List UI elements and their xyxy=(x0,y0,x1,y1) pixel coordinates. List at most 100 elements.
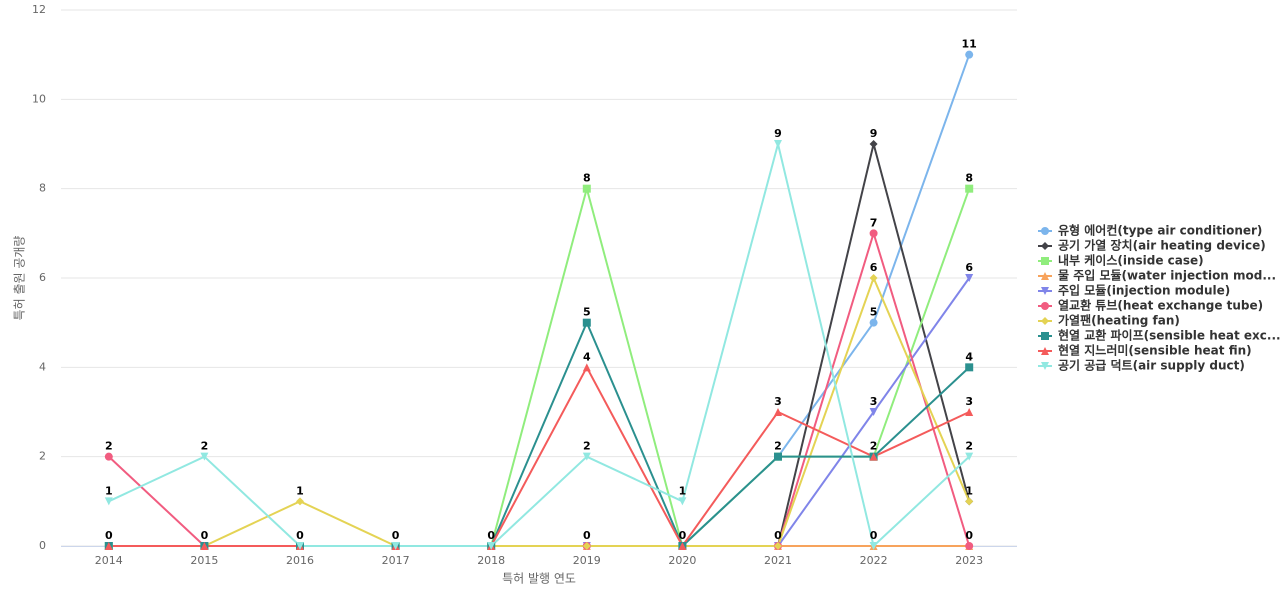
data-label: 0 xyxy=(487,529,495,542)
x-tick-label: 2021 xyxy=(764,554,792,567)
legend-label[interactable]: 현열 교환 파이프(sensible heat exc... xyxy=(1058,328,1280,343)
legend-label[interactable]: 현열 지느러미(sensible heat fin) xyxy=(1058,343,1252,358)
data-label: 2 xyxy=(105,440,113,453)
point xyxy=(391,542,400,550)
x-tick-label: 2020 xyxy=(668,554,696,567)
point xyxy=(678,542,687,550)
legend-marker xyxy=(1041,332,1049,340)
point xyxy=(200,452,209,461)
x-tick-label: 2017 xyxy=(382,554,410,567)
point xyxy=(678,497,687,506)
point xyxy=(965,274,974,282)
data-label: 6 xyxy=(870,261,878,274)
legend-label[interactable]: 내부 케이스(inside case) xyxy=(1058,253,1204,268)
data-label: 0 xyxy=(679,529,687,542)
legend-label[interactable]: 공기 공급 덕트(air supply duct) xyxy=(1058,358,1245,373)
data-label: 3 xyxy=(774,395,782,408)
legend-marker xyxy=(1041,317,1049,325)
legend-label[interactable]: 주입 모듈(injection module) xyxy=(1058,284,1230,298)
point xyxy=(104,542,113,550)
legend-label[interactable]: 가열팬(heating fan) xyxy=(1058,313,1180,328)
x-tick-label: 2016 xyxy=(286,554,314,567)
data-label: 4 xyxy=(965,350,973,363)
point xyxy=(869,318,878,327)
y-tick-label: 6 xyxy=(39,271,46,284)
legend-label[interactable]: 유형 에어컨(type air conditioner) xyxy=(1058,223,1262,238)
data-label: 2 xyxy=(870,440,878,453)
data-label: 2 xyxy=(201,440,209,453)
legend-marker xyxy=(1041,287,1049,295)
y-tick-label: 2 xyxy=(39,450,46,463)
x-tick-label: 2019 xyxy=(573,554,601,567)
data-label: 0 xyxy=(201,529,209,542)
data-label: 11 xyxy=(962,38,977,51)
point xyxy=(869,274,878,282)
point xyxy=(104,497,113,506)
series-line xyxy=(108,143,970,548)
data-label: 0 xyxy=(870,529,878,542)
y-axis-title: 특허 출원 공개량 xyxy=(13,236,27,321)
legend-marker xyxy=(1041,347,1049,355)
y-tick-label: 10 xyxy=(32,92,46,105)
point xyxy=(104,452,113,461)
point xyxy=(774,408,782,416)
point xyxy=(582,318,591,327)
series-line xyxy=(108,365,970,548)
point xyxy=(965,363,974,372)
point xyxy=(869,452,878,461)
data-label: 8 xyxy=(583,172,591,185)
point xyxy=(869,542,878,550)
data-label: 1 xyxy=(679,484,687,497)
data-label: 3 xyxy=(965,395,973,408)
data-label: 1 xyxy=(296,484,304,497)
data-label: 5 xyxy=(870,306,878,319)
x-axis-title: 특허 발행 연도 xyxy=(502,571,576,586)
y-tick-label: 4 xyxy=(39,360,46,373)
point xyxy=(965,184,974,193)
data-label: 5 xyxy=(583,306,591,319)
series-line xyxy=(108,320,970,548)
series-line xyxy=(108,277,971,547)
data-label: 0 xyxy=(296,529,304,542)
data-label: 0 xyxy=(774,529,782,542)
x-tick-label: 2022 xyxy=(860,554,888,567)
data-label: 7 xyxy=(870,216,878,229)
legend-marker xyxy=(1041,257,1049,265)
legend-marker xyxy=(1041,272,1049,280)
data-label: 3 xyxy=(870,395,878,408)
data-label: 9 xyxy=(774,127,782,140)
point xyxy=(965,50,974,59)
point xyxy=(869,408,878,416)
data-label: 6 xyxy=(965,261,973,274)
point xyxy=(582,542,591,550)
legend-marker xyxy=(1041,362,1049,370)
point xyxy=(487,542,496,550)
data-label: 0 xyxy=(105,529,113,542)
x-tick-label: 2018 xyxy=(477,554,505,567)
data-label: 4 xyxy=(583,350,591,363)
data-label: 2 xyxy=(774,440,782,453)
data-label: 2 xyxy=(965,440,973,453)
series-line xyxy=(108,229,971,547)
legend-label[interactable]: 공기 가열 장치(air heating device) xyxy=(1058,238,1266,253)
legend-marker xyxy=(1041,227,1049,235)
legend-marker xyxy=(1041,302,1049,310)
point xyxy=(200,542,209,550)
point xyxy=(774,542,782,550)
x-tick-label: 2023 xyxy=(955,554,983,567)
series-line xyxy=(108,54,971,547)
data-label: 2 xyxy=(583,440,591,453)
data-label: 0 xyxy=(965,529,973,542)
legend-label[interactable]: 열교환 튜브(heat exchange tube) xyxy=(1058,298,1263,313)
data-label: 0 xyxy=(583,529,591,542)
data-label: 9 xyxy=(870,127,878,140)
point xyxy=(296,542,304,550)
point xyxy=(965,408,974,416)
y-tick-label: 8 xyxy=(39,182,46,195)
x-tick-label: 2014 xyxy=(95,554,123,567)
legend-label[interactable]: 물 주입 모듈(water injection mod... xyxy=(1058,269,1276,283)
point xyxy=(774,140,782,148)
point xyxy=(965,497,974,506)
